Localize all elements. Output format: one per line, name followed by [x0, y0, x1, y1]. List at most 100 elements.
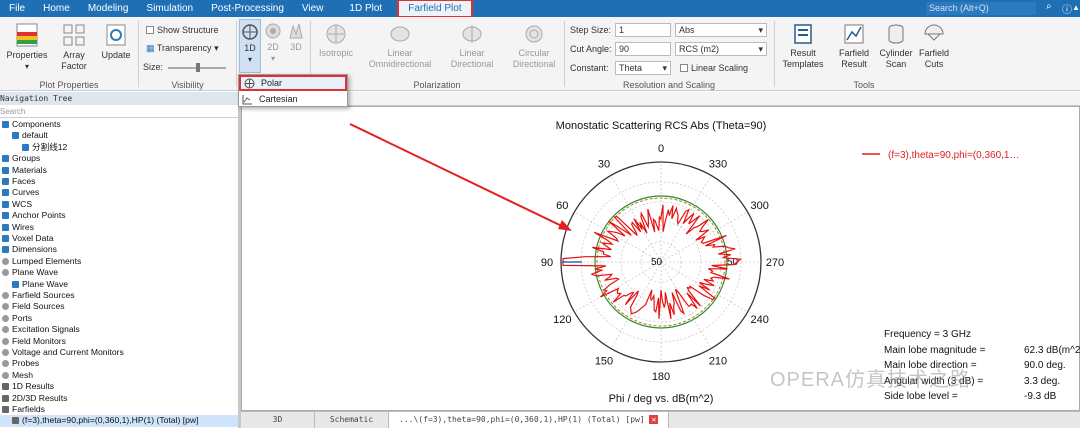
tree-item[interactable]: Wires [0, 222, 34, 233]
tree-item[interactable]: Voltage and Current Monitors [0, 347, 124, 358]
tree-item[interactable]: 分割线12 [0, 142, 67, 153]
isotropic-icon [326, 24, 346, 44]
update-button[interactable]: Update [98, 22, 134, 61]
tree-item[interactable]: WCS [0, 199, 32, 210]
tree-node-icon [2, 200, 9, 208]
tree-item[interactable]: Plane Wave [0, 267, 58, 278]
tree-item[interactable]: Farfield Sources [0, 290, 75, 301]
panel-divider[interactable] [238, 92, 241, 428]
menu-file[interactable]: File [9, 3, 26, 14]
abs-select[interactable]: Abs ▾ [675, 23, 767, 37]
result-templates-button[interactable]: Result Templates [779, 22, 827, 70]
search-icon[interactable]: ⌕ [1046, 1, 1052, 12]
farfield-cuts-icon [924, 24, 944, 41]
menu-post-processing[interactable]: Post-Processing [211, 3, 284, 14]
properties-button[interactable]: Properties ▾ [4, 22, 50, 72]
cut-angle-input[interactable]: 90 [615, 42, 671, 56]
linear-directional-button[interactable]: Linear Directional [440, 22, 504, 70]
close-icon[interactable]: ✕ [649, 415, 659, 424]
constant-select[interactable]: Theta ▾ [615, 61, 671, 75]
menu-modeling[interactable]: Modeling [87, 3, 129, 14]
chart-title: Monostatic Scattering RCS Abs (Theta=90) [556, 120, 767, 132]
tab-farfield-result[interactable]: ...\(f=3),theta=90,phi=(0,360,1),HP(1) (… [389, 412, 670, 428]
plot-3d-button[interactable]: 3D [285, 22, 307, 53]
step-size-input[interactable]: 1 [615, 23, 671, 37]
tab-schematic[interactable]: Schematic [315, 412, 389, 428]
angle-tick-label: 210 [709, 356, 727, 368]
tree-item-label: Plane Wave [22, 278, 69, 289]
transparency-button[interactable]: ▦ Transparency ▾ [146, 43, 219, 53]
cylinder-scan-button[interactable]: Cylinder Scan [877, 22, 915, 70]
info-icon[interactable]: ⓘ [1062, 5, 1072, 16]
tree-item[interactable]: Dimensions [0, 244, 57, 255]
tree-item[interactable]: Lumped Elements [0, 256, 81, 267]
constant-label: Constant: [570, 63, 609, 73]
tree-item[interactable]: Field Sources [0, 301, 65, 312]
tree-item[interactable]: Excitation Signals [0, 324, 80, 335]
array-factor-button[interactable]: Array Factor [56, 22, 92, 72]
result-templates-icon [794, 24, 812, 44]
farfield-cuts-button[interactable]: Farfield Cuts [916, 22, 952, 70]
tree-node-icon [2, 212, 9, 220]
menu-simulation[interactable]: Simulation [146, 3, 194, 14]
angle-tick-label: 90 [541, 257, 553, 269]
tree-item[interactable]: Field Monitors [0, 336, 66, 347]
dropdown-item-polar[interactable]: Polar [239, 75, 347, 91]
chevron-up-icon[interactable]: ▲ [1072, 3, 1080, 12]
tree-item-label: Voxel Data [12, 233, 54, 243]
group-visibility: Visibility [171, 80, 204, 90]
tree-item-selected[interactable]: (f=3),theta=90,phi=(0,360,1),HP(1) (Tota… [0, 415, 238, 427]
tree-item[interactable]: 1D Results [0, 381, 54, 392]
circular-directional-button[interactable]: Circular Directional [508, 22, 560, 70]
menu-home[interactable]: Home [43, 3, 70, 14]
info-side-lobe-level: Side lobe level = -9.3 dB [884, 391, 1057, 402]
tree-item[interactable]: Mesh [0, 370, 33, 381]
tree-node-icon [2, 360, 9, 368]
tree-item[interactable]: Faces [0, 176, 35, 187]
plot-2d-button[interactable]: 2D ▾ [262, 22, 284, 64]
cut-angle-label: Cut Angle: [570, 44, 612, 54]
show-structure-checkbox[interactable]: Show Structure [146, 25, 219, 35]
tree-item[interactable]: Curves [0, 187, 39, 198]
polar-globe-icon [242, 24, 258, 40]
tree-item[interactable]: Components [0, 119, 61, 130]
tree-item[interactable]: Voxel Data [0, 233, 54, 244]
size-slider-handle[interactable] [196, 63, 200, 72]
tree-item[interactable]: Probes [0, 358, 39, 369]
farfield-result-button[interactable]: Farfield Result [832, 22, 876, 70]
plot-2d-icon [265, 23, 281, 39]
tree-item[interactable]: Plane Wave [0, 279, 68, 290]
group-resolution: Resolution and Scaling [622, 80, 716, 90]
navigation-search-input[interactable]: Search [0, 106, 238, 118]
group-plot-properties: Plot Properties [39, 80, 99, 90]
isotropic-button[interactable]: Isotropic [314, 22, 358, 59]
tree-item[interactable]: Groups [0, 153, 40, 164]
tree-item[interactable]: Ports [0, 313, 32, 324]
polar-spoke [610, 175, 662, 263]
menu-view[interactable]: View [301, 3, 324, 14]
step-size-label: Step Size: [570, 25, 612, 35]
annotation-arrowhead [558, 220, 572, 231]
tree-item[interactable]: Farfields [0, 404, 45, 415]
cartesian-icon [242, 95, 252, 105]
menu-farfield-plot[interactable]: Farfield Plot [397, 0, 473, 18]
plot-1d-button[interactable]: 1D ▾ [239, 19, 261, 73]
tree-node-icon [2, 121, 9, 128]
tree-item-label: Field Sources [12, 301, 65, 312]
search-input[interactable]: Search (Alt+Q) [926, 2, 1036, 15]
tree-item[interactable]: Anchor Points [0, 210, 66, 221]
linear-omnidirectional-button[interactable]: Linear Omnidirectional [364, 22, 436, 70]
menu-1d-plot[interactable]: 1D Plot [349, 3, 383, 14]
tree-item[interactable]: default [0, 130, 48, 141]
tree-item[interactable]: Materials [0, 165, 47, 176]
rcs-select[interactable]: RCS (m2) ▾ [675, 42, 767, 56]
navigation-tree-header: Navigation Tree [0, 92, 238, 105]
tree-node-icon [2, 269, 9, 277]
tab-3d[interactable]: 3D [241, 412, 315, 428]
linear-scaling-checkbox[interactable]: Linear Scaling [680, 63, 748, 73]
ribbon: Properties ▾ Array Factor Update Plot Pro… [0, 17, 1080, 91]
tree-item-label: (f=3),theta=90,phi=(0,360,1),HP(1) (Tota… [22, 415, 199, 426]
tree-item[interactable]: 2D/3D Results [0, 393, 67, 404]
angle-tick-label: 120 [553, 314, 571, 326]
dropdown-item-cartesian[interactable]: Cartesian [239, 91, 347, 107]
